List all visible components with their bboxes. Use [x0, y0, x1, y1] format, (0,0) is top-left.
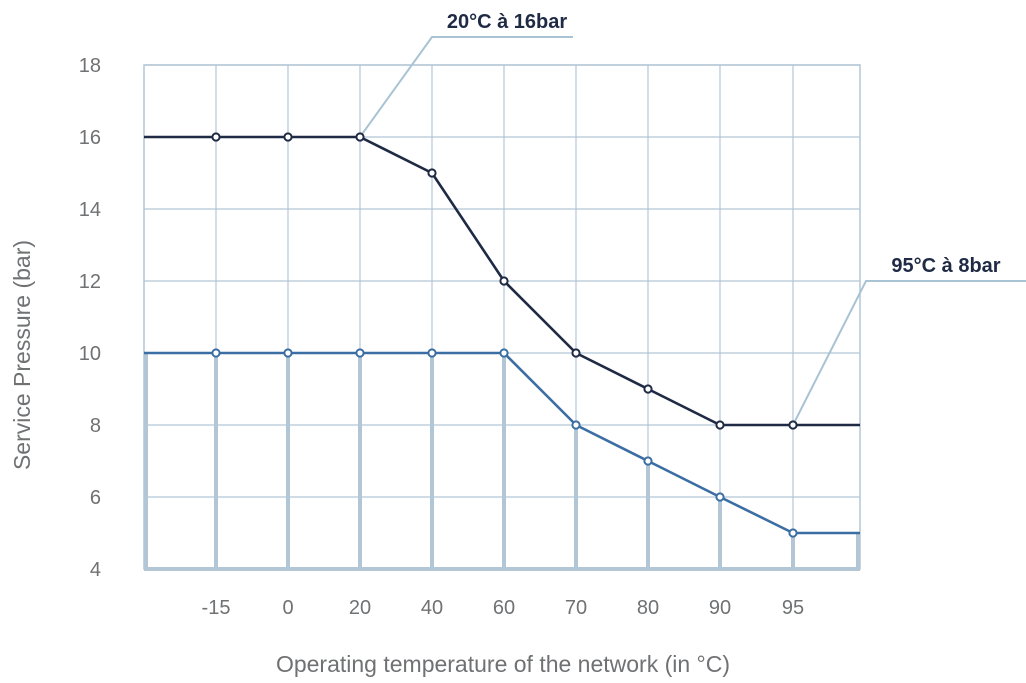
fill-bar — [358, 353, 362, 569]
fill-bar — [646, 461, 650, 569]
data-point — [643, 456, 653, 466]
data-point — [571, 420, 581, 430]
fill-bar — [144, 353, 148, 569]
data-point — [571, 348, 581, 358]
x-tick-label: 40 — [421, 597, 443, 619]
y-tick-label: 8 — [90, 415, 101, 437]
x-tick-label: 70 — [565, 597, 587, 619]
callout-leaders — [359, 36, 1026, 426]
data-point — [355, 348, 365, 358]
data-point — [283, 132, 293, 142]
data-point — [427, 348, 437, 358]
x-tick-labels: -15 0 20 40 60 70 80 90 95 — [202, 597, 805, 619]
y-tick-labels: 4 6 8 10 12 14 16 18 — [79, 55, 101, 581]
x-tick-label: -15 — [202, 597, 231, 619]
data-point — [355, 132, 365, 142]
fill-bar — [856, 533, 860, 569]
data-point — [211, 348, 221, 358]
y-tick-label: 6 — [90, 487, 101, 509]
data-point — [643, 384, 653, 394]
callout-labels: 20°C à 16bar 95°C à 8bar — [447, 11, 1001, 277]
fill-bar — [286, 353, 290, 569]
fill-bar — [502, 353, 506, 569]
data-point — [499, 276, 509, 286]
data-point — [715, 420, 725, 430]
x-tick-label: 80 — [637, 597, 659, 619]
y-tick-label: 4 — [90, 559, 101, 581]
fill-bar — [791, 533, 795, 569]
data-point — [788, 420, 798, 430]
x-axis-bar — [144, 567, 860, 571]
x-tick-label: 20 — [349, 597, 371, 619]
callout-label: 20°C à 16bar — [447, 11, 568, 33]
y-tick-label: 10 — [79, 343, 101, 365]
x-tick-label: 90 — [709, 597, 731, 619]
data-point — [283, 348, 293, 358]
fill-bar — [430, 353, 434, 569]
fill-bar — [574, 425, 578, 569]
x-tick-label: 95 — [782, 597, 804, 619]
x-tick-label: 60 — [493, 597, 515, 619]
data-point — [211, 132, 221, 142]
y-tick-label: 12 — [79, 271, 101, 293]
y-tick-label: 16 — [79, 127, 101, 149]
x-tick-label: 0 — [282, 597, 293, 619]
y-axis-label: Service Pressure (bar) — [9, 240, 35, 470]
callout-leader — [792, 280, 1026, 426]
data-point — [427, 168, 437, 178]
callout-label: 95°C à 8bar — [891, 255, 1000, 277]
y-tick-label: 18 — [79, 55, 101, 77]
vertical-fill-bars — [144, 353, 860, 571]
callout-leader — [359, 36, 573, 138]
x-axis-label: Operating temperature of the network (in… — [276, 651, 730, 677]
y-tick-label: 14 — [79, 199, 101, 221]
fill-bar — [718, 497, 722, 569]
data-points — [211, 132, 798, 538]
data-point — [499, 348, 509, 358]
fill-bar — [214, 353, 218, 569]
data-point — [715, 492, 725, 502]
data-point — [788, 528, 798, 538]
